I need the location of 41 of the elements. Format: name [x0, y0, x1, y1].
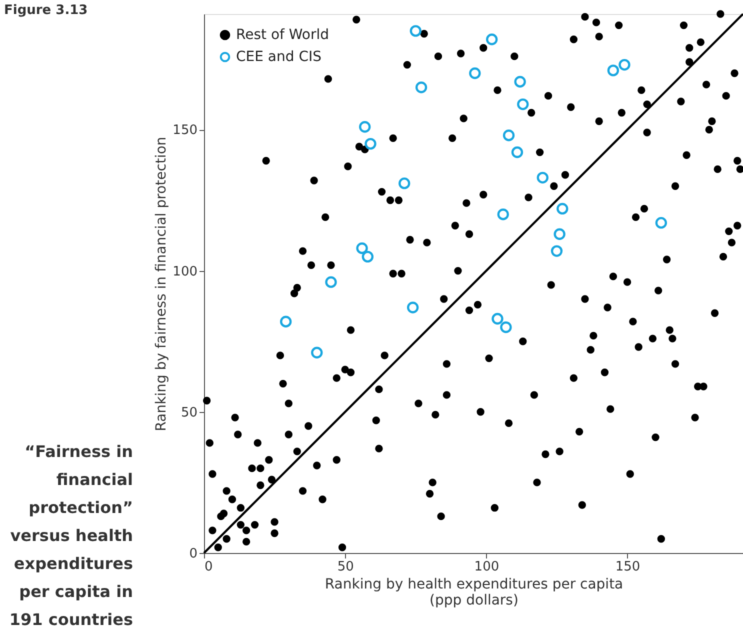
- legend-label: CEE and CIS: [236, 49, 322, 65]
- x-tick-label: 150: [615, 560, 640, 574]
- x-axis-title: Ranking by health expenditures per capita (ppp dollars): [324, 576, 624, 608]
- text: “Fairness in financial protection” versus health expenditures per capita in 191 countries: [9, 442, 133, 627]
- caption: Figure 3.13: [4, 3, 88, 18]
- y-tick-label: 150: [172, 123, 198, 138]
- legend-label: Rest of World: [236, 27, 330, 43]
- point: [311, 346, 323, 358]
- point: [410, 25, 422, 37]
- point: [517, 98, 529, 110]
- point: [359, 121, 371, 133]
- point: [398, 177, 410, 190]
- y-tick-label: 0: [189, 546, 198, 562]
- point: [280, 316, 292, 328]
- y-tick-label: 50: [180, 405, 198, 420]
- y-tick-label: 100: [172, 264, 198, 280]
- point: [497, 208, 509, 220]
- point: [550, 245, 563, 257]
- y-axis-title: Ranking by fairness in financial protection: [154, 136, 170, 432]
- point: [325, 276, 337, 288]
- x-tick-label: 50: [337, 560, 354, 574]
- point: [486, 34, 498, 46]
- point: [511, 146, 524, 158]
- point: [655, 216, 668, 229]
- point: [469, 67, 481, 80]
- point: [500, 321, 512, 334]
- point: [492, 312, 504, 325]
- point: [618, 58, 630, 71]
- x-tick-label: 0: [204, 560, 213, 574]
- point: [607, 64, 620, 76]
- point: [362, 250, 374, 263]
- point: [556, 202, 568, 215]
- point: [356, 242, 368, 254]
- point: [554, 228, 566, 240]
- x-tick-label: 100: [474, 560, 500, 574]
- point: [364, 138, 376, 150]
- point: [536, 172, 548, 184]
- point: [502, 130, 515, 142]
- point: [415, 82, 428, 94]
- point: [514, 76, 526, 88]
- point: [406, 302, 419, 314]
